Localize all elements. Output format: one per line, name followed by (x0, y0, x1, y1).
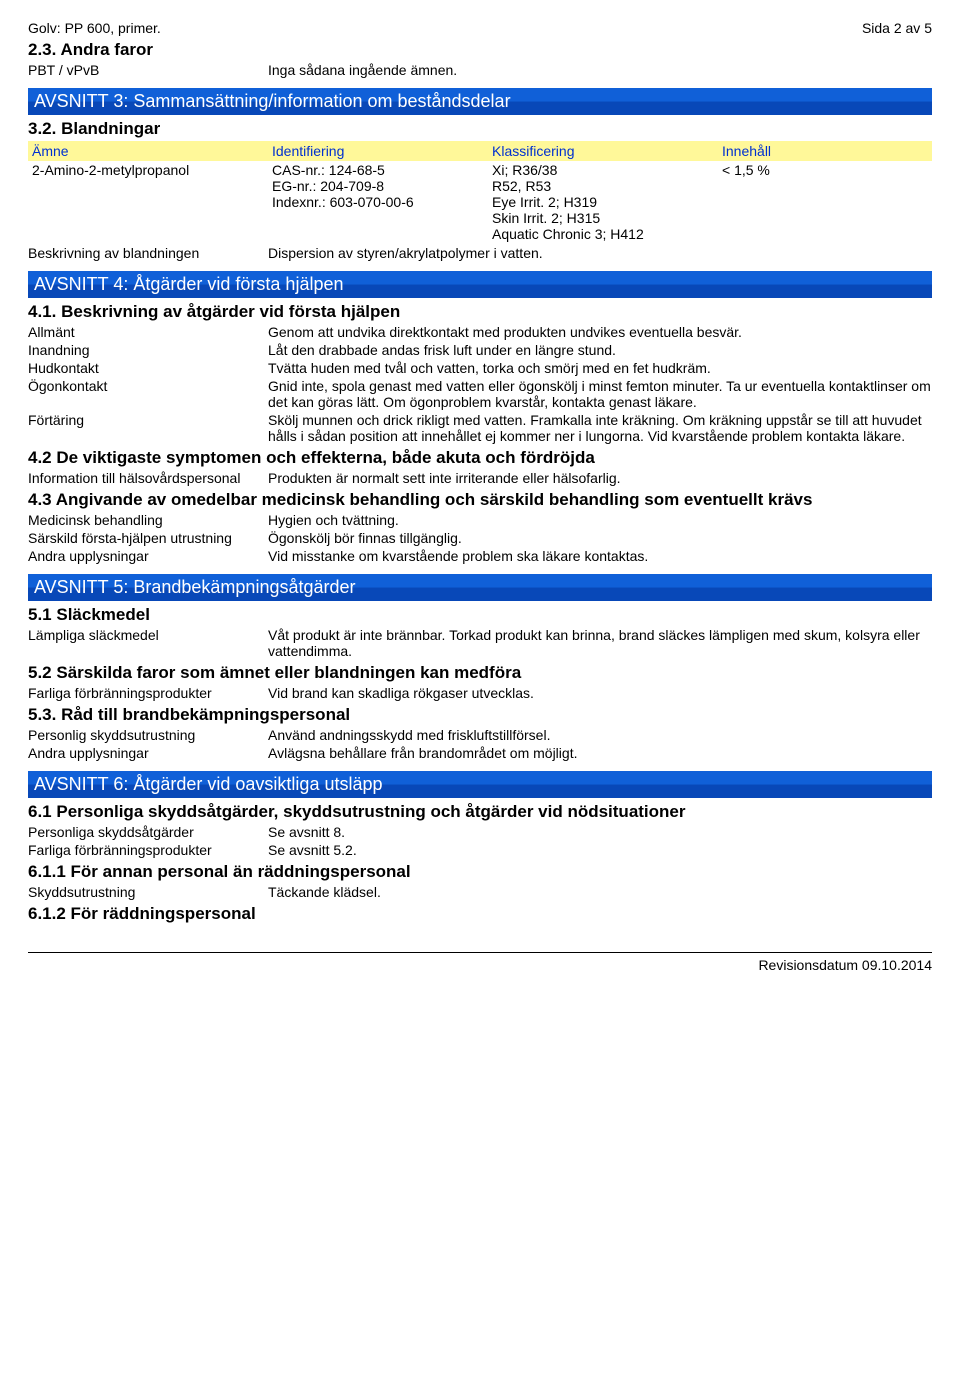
label-personlig: Personlig skyddsutrustning (28, 727, 268, 743)
heading-4-3: 4.3 Angivande av omedelbar medicinsk beh… (28, 490, 932, 510)
label-beskrivning: Beskrivning av blandningen (28, 245, 268, 261)
section-6-header: AVSNITT 6: Åtgärder vid oavsiktliga utsl… (28, 771, 932, 798)
value-slackmedel: Våt produkt är inte brännbar. Torkad pro… (268, 627, 932, 659)
revision-date: Revisionsdatum 09.10.2014 (758, 957, 932, 973)
cell-ident: CAS-nr.: 124-68-5 EG-nr.: 204-709-8 Inde… (268, 161, 488, 243)
cell-klass-1: Xi; R36/38 (492, 162, 714, 178)
label-skydds: Skyddsutrustning (28, 884, 268, 900)
section-3-header: AVSNITT 3: Sammansättning/information om… (28, 88, 932, 115)
value-skydds: Täckande klädsel. (268, 884, 932, 900)
row-medicinsk: Medicinsk behandlingHygien och tvättning… (28, 512, 932, 528)
label-info-personal: Information till hälsovårdspersonal (28, 470, 268, 486)
page-header: Golv: PP 600, primer. Sida 2 av 5 (28, 20, 932, 36)
value-fortaring: Skölj munnen och drick rikligt med vatte… (268, 412, 932, 444)
row-farliga-5: Farliga förbränningsprodukterVid brand k… (28, 685, 932, 701)
value-farliga-5: Vid brand kan skadliga rökgaser utveckla… (268, 685, 932, 701)
heading-6-1-1: 6.1.1 För annan personal än räddningsper… (28, 862, 932, 882)
th-klassificering: Klassificering (488, 141, 718, 161)
heading-6-1-2: 6.1.2 För räddningspersonal (28, 904, 932, 924)
row-inandning: InandningLåt den drabbade andas frisk lu… (28, 342, 932, 358)
row-personlig: Personlig skyddsutrustningAnvänd andning… (28, 727, 932, 743)
row-farliga-6: Farliga förbränningsprodukterSe avsnitt … (28, 842, 932, 858)
value-personlig: Använd andningsskydd med friskluftstillf… (268, 727, 932, 743)
row-pbt: PBT / vPvB Inga sådana ingående ämnen. (28, 62, 932, 78)
heading-6-1: 6.1 Personliga skyddsåtgärder, skyddsutr… (28, 802, 932, 822)
value-ogonkontakt: Gnid inte, spola genast med vatten eller… (268, 378, 932, 410)
label-inandning: Inandning (28, 342, 268, 358)
label-personliga: Personliga skyddsåtgärder (28, 824, 268, 840)
table-header-row: Ämne Identifiering Klassificering Innehå… (28, 141, 932, 161)
label-andra-4: Andra upplysningar (28, 548, 268, 564)
cell-innehall: < 1,5 % (718, 161, 932, 243)
row-info-personal: Information till hälsovårdspersonalProdu… (28, 470, 932, 486)
heading-2-3: 2.3. Andra faror (28, 40, 932, 60)
cell-klass-3: Eye Irrit. 2; H319 (492, 194, 714, 210)
label-farliga-5: Farliga förbränningsprodukter (28, 685, 268, 701)
value-inandning: Låt den drabbade andas frisk luft under … (268, 342, 932, 358)
value-andra-4: Vid misstanke om kvarstående problem ska… (268, 548, 932, 564)
section-4-header: AVSNITT 4: Åtgärder vid första hjälpen (28, 271, 932, 298)
heading-5-3: 5.3. Råd till brandbekämpningspersonal (28, 705, 932, 725)
th-amne: Ämne (28, 141, 268, 161)
value-farliga-6: Se avsnitt 5.2. (268, 842, 932, 858)
row-personliga: Personliga skyddsåtgärderSe avsnitt 8. (28, 824, 932, 840)
value-allmant: Genom att undvika direktkontakt med prod… (268, 324, 932, 340)
label-medicinsk: Medicinsk behandling (28, 512, 268, 528)
label-fortaring: Förtäring (28, 412, 268, 444)
row-slackmedel: Lämpliga släckmedelVåt produkt är inte b… (28, 627, 932, 659)
heading-3-2: 3.2. Blandningar (28, 119, 932, 139)
value-medicinsk: Hygien och tvättning. (268, 512, 932, 528)
cell-substance: 2-Amino-2-metylpropanol (28, 161, 268, 243)
label-sarskild: Särskild första-hjälpen utrustning (28, 530, 268, 546)
row-allmant: AllmäntGenom att undvika direktkontakt m… (28, 324, 932, 340)
row-andra-5: Andra upplysningarAvlägsna behållare frå… (28, 745, 932, 761)
heading-5-2: 5.2 Särskilda faror som ämnet eller blan… (28, 663, 932, 683)
cell-klass-4: Skin Irrit. 2; H315 (492, 210, 714, 226)
value-pbt: Inga sådana ingående ämnen. (268, 62, 932, 78)
section-5-header: AVSNITT 5: Brandbekämpningsåtgärder (28, 574, 932, 601)
row-sarskild: Särskild första-hjälpen utrustningÖgonsk… (28, 530, 932, 546)
label-andra-5: Andra upplysningar (28, 745, 268, 761)
row-skydds: SkyddsutrustningTäckande klädsel. (28, 884, 932, 900)
row-hudkontakt: HudkontaktTvätta huden med tvål och vatt… (28, 360, 932, 376)
label-hudkontakt: Hudkontakt (28, 360, 268, 376)
value-hudkontakt: Tvätta huden med tvål och vatten, torka … (268, 360, 932, 376)
value-info-personal: Produkten är normalt sett inte irriteran… (268, 470, 932, 486)
heading-4-1: 4.1. Beskrivning av åtgärder vid första … (28, 302, 932, 322)
cell-klass: Xi; R36/38 R52, R53 Eye Irrit. 2; H319 S… (488, 161, 718, 243)
cell-ident-cas: CAS-nr.: 124-68-5 (272, 162, 484, 178)
cell-klass-5: Aquatic Chronic 3; H412 (492, 226, 714, 242)
label-ogonkontakt: Ögonkontakt (28, 378, 268, 410)
label-allmant: Allmänt (28, 324, 268, 340)
label-pbt: PBT / vPvB (28, 62, 268, 78)
label-slackmedel: Lämpliga släckmedel (28, 627, 268, 659)
row-beskrivning: Beskrivning av blandningen Dispersion av… (28, 245, 932, 261)
table-row: 2-Amino-2-metylpropanol CAS-nr.: 124-68-… (28, 161, 932, 243)
row-andra-4: Andra upplysningarVid misstanke om kvars… (28, 548, 932, 564)
label-farliga-6: Farliga förbränningsprodukter (28, 842, 268, 858)
header-right: Sida 2 av 5 (862, 20, 932, 36)
value-sarskild: Ögonskölj bör finnas tillgänglig. (268, 530, 932, 546)
page-footer: Revisionsdatum 09.10.2014 (28, 952, 932, 973)
th-identifiering: Identifiering (268, 141, 488, 161)
heading-4-2: 4.2 De viktigaste symptomen och effekter… (28, 448, 932, 468)
cell-ident-index: Indexnr.: 603-070-00-6 (272, 194, 484, 210)
row-ogonkontakt: ÖgonkontaktGnid inte, spola genast med v… (28, 378, 932, 410)
value-beskrivning: Dispersion av styren/akrylatpolymer i va… (268, 245, 932, 261)
row-fortaring: FörtäringSkölj munnen och drick rikligt … (28, 412, 932, 444)
mixture-table: Ämne Identifiering Klassificering Innehå… (28, 141, 932, 243)
value-personliga: Se avsnitt 8. (268, 824, 932, 840)
th-innehall: Innehåll (718, 141, 932, 161)
value-andra-5: Avlägsna behållare från brandområdet om … (268, 745, 932, 761)
cell-ident-eg: EG-nr.: 204-709-8 (272, 178, 484, 194)
heading-5-1: 5.1 Släckmedel (28, 605, 932, 625)
cell-klass-2: R52, R53 (492, 178, 714, 194)
header-left: Golv: PP 600, primer. (28, 20, 161, 36)
